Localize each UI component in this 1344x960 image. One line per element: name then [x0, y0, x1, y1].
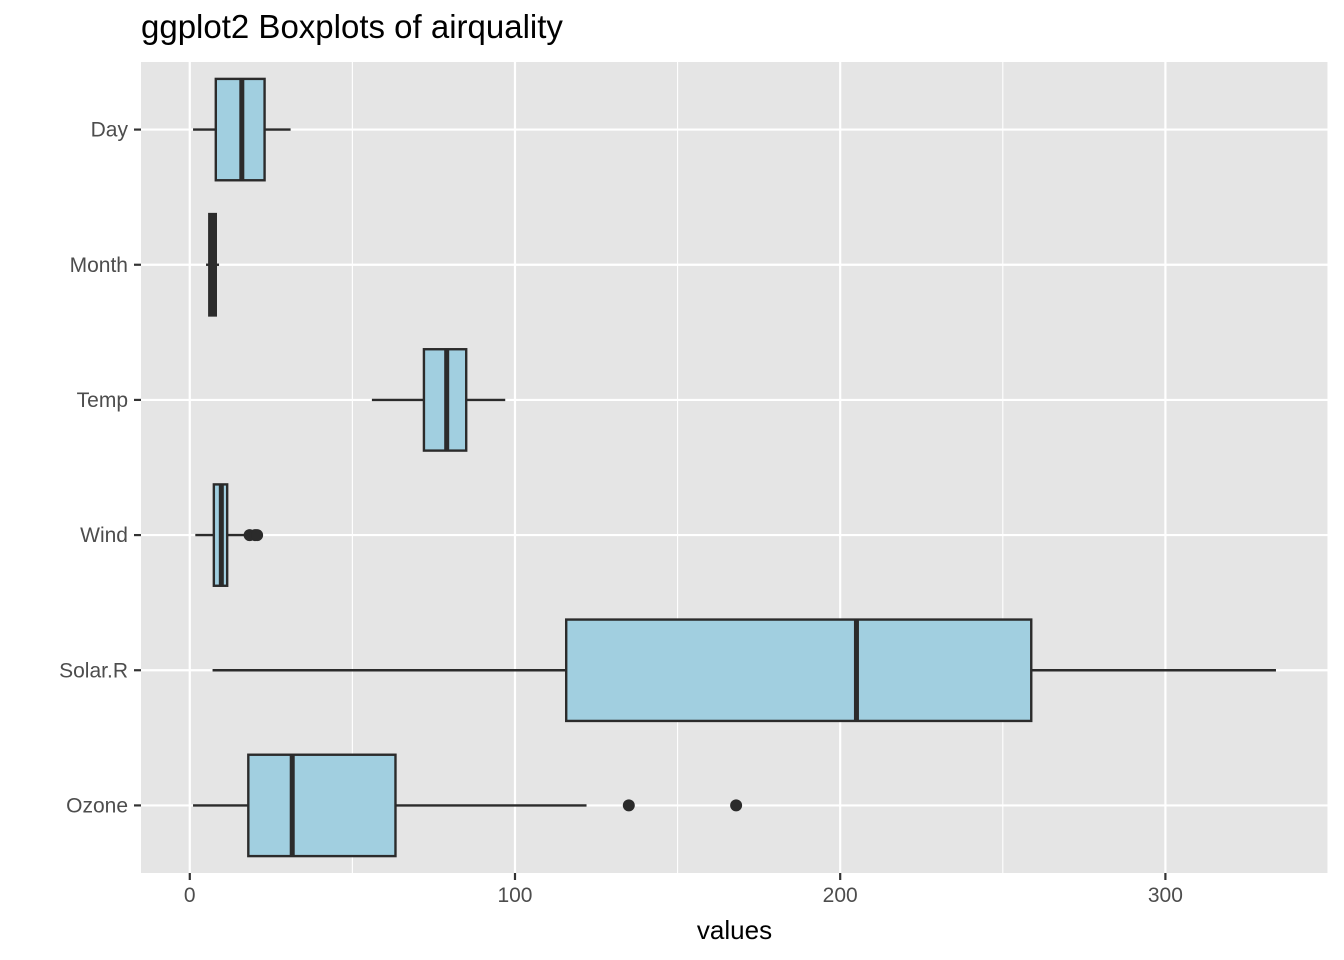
iqr-box	[565, 618, 1033, 723]
y-tick-label: Day	[91, 119, 129, 142]
box-solar-r	[212, 618, 1276, 723]
x-tick-label: 300	[1148, 884, 1183, 907]
iqr-box	[247, 753, 397, 858]
outlier-point	[730, 799, 743, 812]
y-tick-label: Solar.R	[59, 659, 128, 682]
box-wind	[195, 483, 264, 587]
box-day	[193, 77, 291, 182]
x-tick-label: 0	[184, 884, 196, 907]
box-month	[206, 212, 220, 317]
outlier-point	[251, 529, 264, 542]
y-tick-label: Ozone	[66, 794, 128, 817]
boxes	[193, 77, 1276, 858]
box-ozone	[193, 753, 743, 858]
y-tick-label: Month	[70, 254, 128, 277]
outlier-point	[622, 799, 635, 812]
x-tick-label: 200	[823, 884, 858, 907]
plot-panel	[141, 62, 1328, 873]
axes: Ozone Solar.R Wind Temp Month Day 0 100 200 300	[59, 119, 1183, 907]
x-axis-title: values	[697, 915, 772, 945]
y-tick-label: Wind	[80, 524, 128, 547]
x-tick-label: 100	[497, 884, 532, 907]
chart-title: ggplot2 Boxplots of airquality	[141, 8, 563, 45]
box-temp	[371, 348, 506, 452]
y-tick-label: Temp	[77, 389, 128, 412]
